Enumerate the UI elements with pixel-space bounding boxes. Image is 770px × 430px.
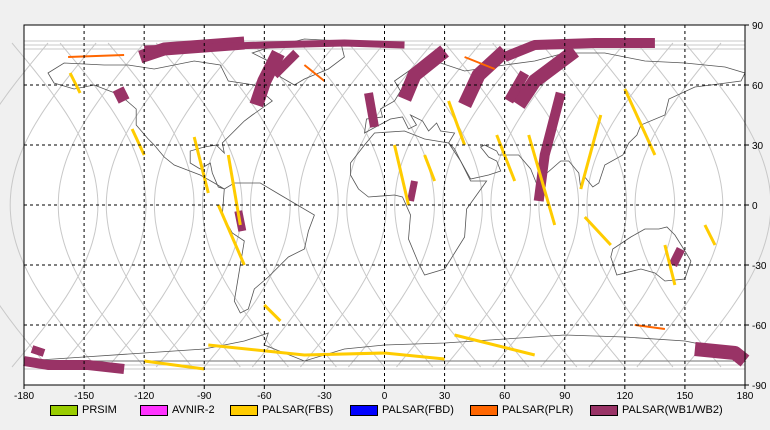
legend-label-palsar-fbd: PALSAR(FBD)	[382, 404, 454, 416]
orbit-track	[346, 42, 433, 368]
coastline	[47, 60, 273, 190]
orbit-track	[298, 42, 385, 368]
legend-label-palsar-wb: PALSAR(WB1/WB2)	[622, 404, 723, 416]
latitude-tick-label: -90	[752, 381, 767, 392]
longitude-tick-label: -60	[257, 391, 272, 402]
palsar-fbs-swath	[68, 72, 82, 94]
palsar-fbs-swath	[623, 88, 657, 156]
palsar-wb-swath	[364, 92, 379, 128]
palsar-wb-swath	[458, 45, 510, 108]
palsar-fbs-swath	[144, 359, 205, 371]
latitude-tick-label: -30	[752, 261, 767, 272]
coastline	[221, 182, 315, 314]
legend-label-prsim: PRSIM	[82, 404, 117, 416]
coastline	[350, 130, 488, 276]
palsar-wb-swath	[512, 45, 579, 109]
longitude-tick-label: 0	[382, 391, 388, 402]
orbit-track	[490, 42, 578, 368]
palsar-plr-swath	[68, 54, 125, 58]
palsar-wb-swath	[112, 86, 130, 104]
legend-label-palsar-plr: PALSAR(PLR)	[502, 404, 574, 416]
palsar-fbs-swath	[527, 134, 557, 226]
latitude-tick-label: 0	[752, 201, 758, 212]
legend-label-avnir2: AVNIR-2	[172, 404, 215, 416]
longitude-tick-label: -120	[134, 391, 154, 402]
legend-swatch-palsar-fbs	[230, 404, 258, 416]
longitude-tick-label: 90	[559, 391, 571, 402]
orbit-track	[57, 42, 145, 368]
graticule-grid	[24, 25, 745, 385]
palsar-fbs-swath	[216, 204, 246, 266]
longitude-tick-label: -150	[74, 391, 94, 402]
palsar-fbs-swath	[703, 224, 717, 246]
palsar-wb-swath	[533, 91, 566, 202]
legend-item-palsar-fbs: PALSAR(FBS)	[230, 401, 333, 419]
longitude-tick-label: 180	[737, 391, 754, 402]
latitude-tick-label: 60	[752, 81, 764, 92]
legend-swatch-palsar-plr	[470, 404, 498, 416]
legend: PRSIM AVNIR-2 PALSAR(FBS) PALSAR(FBD) PA…	[0, 401, 770, 419]
palsar-plr-swath	[303, 64, 326, 82]
legend-swatch-palsar-fbd	[350, 404, 378, 416]
longitude-tick-label: -30	[317, 391, 332, 402]
orbit-track	[634, 42, 722, 368]
palsar-wb-swath	[504, 70, 530, 104]
palsar-fbs-swath	[393, 144, 410, 206]
orbit-track	[153, 42, 241, 368]
palsar-fbs-swath	[192, 136, 210, 194]
palsar-fbs-swath	[130, 128, 146, 156]
palsar-fbs-swath	[579, 114, 603, 190]
longitude-tick-label: 150	[677, 391, 694, 402]
orbit-track	[442, 42, 530, 368]
orbit-track	[9, 42, 97, 368]
legend-swatch-palsar-wb	[590, 404, 618, 416]
palsar-fbs-swath	[263, 303, 282, 323]
palsar-plr-swath	[634, 324, 666, 330]
palsar-fbs-swath	[423, 154, 437, 182]
longitude-tick-label: -90	[197, 391, 212, 402]
palsar-fbs-swath	[663, 244, 677, 286]
palsar-wb-swath	[668, 246, 685, 268]
longitude-tick-label: 30	[439, 391, 451, 402]
palsar-wb-swath	[694, 342, 750, 367]
palsar-wb-swath	[144, 39, 405, 53]
palsar-wb-swath	[271, 49, 300, 79]
orbit-track	[249, 42, 337, 368]
legend-label-palsar-fbs: PALSAR(FBS)	[262, 404, 334, 416]
longitude-tick-label: 120	[616, 391, 633, 402]
legend-item-avnir2: AVNIR-2	[140, 401, 215, 419]
legend-item-palsar-fbd: PALSAR(FBD)	[350, 401, 454, 419]
latitude-tick-labels: 90 60 30 0 -30 -60 -90	[745, 21, 767, 392]
longitude-tick-label: 60	[499, 391, 511, 402]
latitude-tick-label: 30	[752, 141, 764, 152]
latitude-tick-label: 90	[752, 21, 764, 32]
orbit-track	[394, 42, 481, 368]
palsar-fbs-swath	[447, 100, 467, 146]
orbit-track	[0, 42, 49, 368]
palsar-fbs-swath	[454, 333, 536, 357]
orbit-track	[201, 42, 289, 368]
orbit-track	[105, 42, 193, 368]
legend-swatch-prsim	[50, 404, 78, 416]
legend-item-palsar-wb: PALSAR(WB1/WB2)	[590, 401, 723, 419]
orbit-track	[538, 42, 626, 368]
palsar-wb-swath	[407, 180, 418, 202]
palsar-fbs-swath	[208, 343, 445, 361]
latitude-tick-label: -60	[752, 321, 767, 332]
legend-item-palsar-plr: PALSAR(PLR)	[470, 401, 573, 419]
palsar-wb-swath	[30, 345, 46, 357]
longitude-tick-label: -180	[14, 391, 34, 402]
palsar-plr-swath	[464, 56, 496, 70]
palsar-fbs-swath	[226, 154, 242, 226]
coastline	[23, 332, 747, 362]
palsar-fbs-swath	[495, 134, 517, 182]
palsar-wb-swath	[23, 356, 125, 374]
orbit-track	[684, 42, 770, 368]
longitude-tick-labels: -180 -150 -120 -90 -60 -30 0 30 60 90 120 150 180	[14, 385, 754, 402]
legend-item-prsim: PRSIM	[50, 401, 117, 419]
legend-swatch-avnir2	[140, 404, 168, 416]
palsar-fbs-swath	[583, 215, 612, 247]
palsar-wb-swath	[398, 45, 449, 102]
